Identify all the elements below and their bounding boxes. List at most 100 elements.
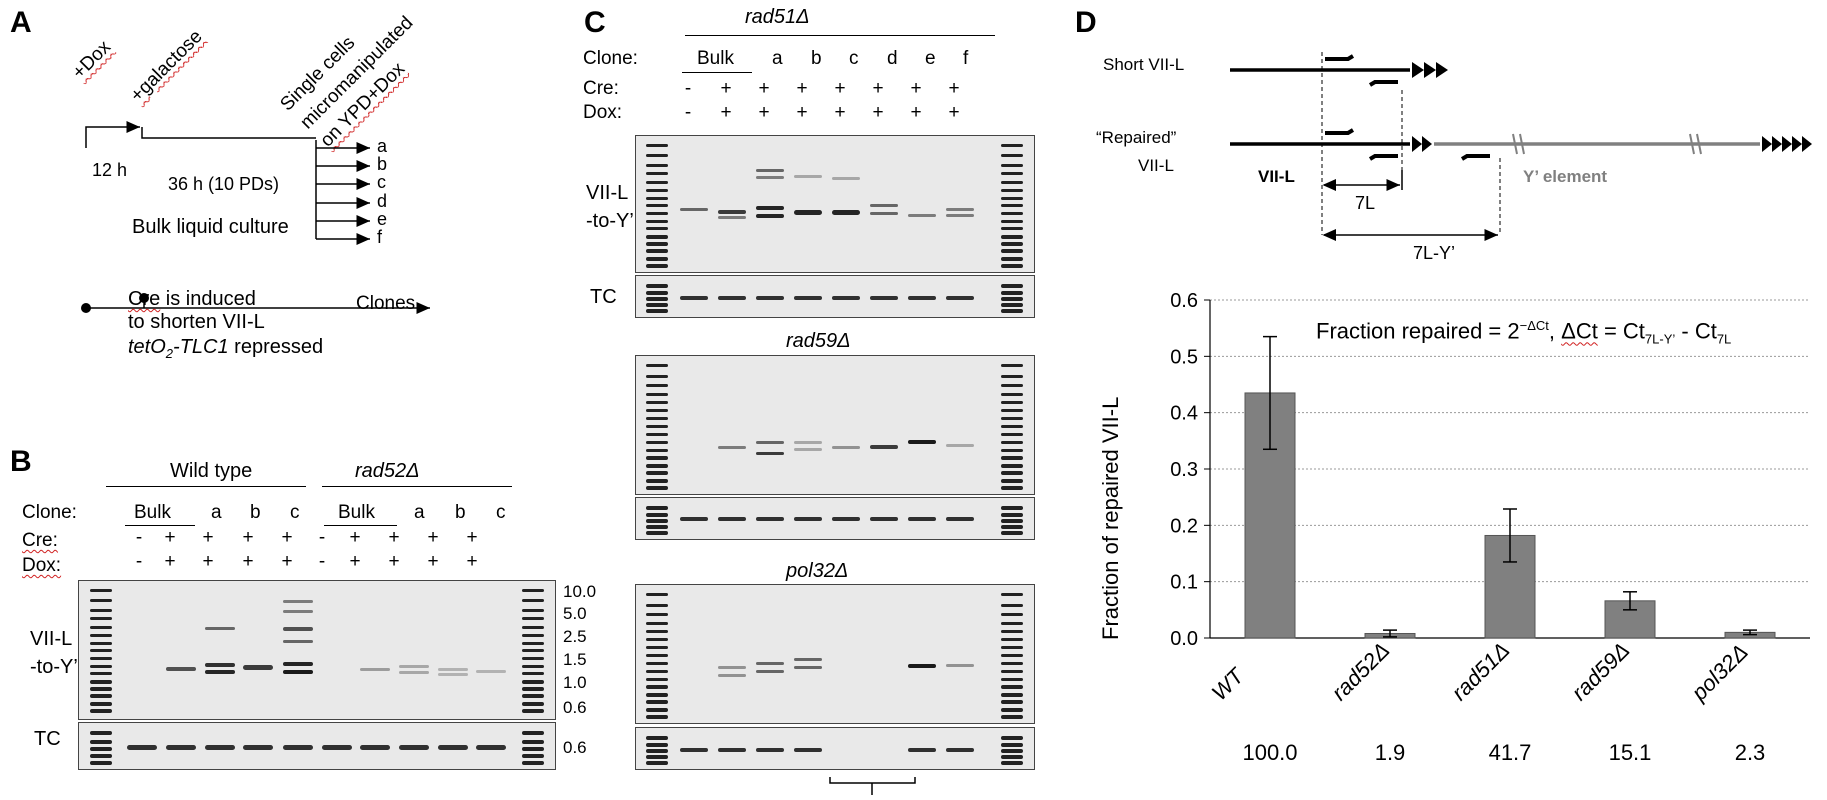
c-cre-cell: -	[684, 78, 692, 99]
ladder-band	[90, 617, 112, 621]
ladder-band	[1001, 593, 1023, 596]
gel-band	[680, 517, 708, 521]
clone-f: f	[377, 227, 383, 247]
ladder-band	[646, 309, 668, 313]
b-dox-cell: +	[466, 551, 478, 572]
missing-lanes-bracket	[829, 777, 916, 795]
ladder-band	[646, 761, 668, 765]
rad51-main-gel	[635, 135, 1035, 273]
ladder-band	[646, 630, 668, 634]
c-dox-row-label: Dox:	[583, 102, 623, 123]
ladder-band	[522, 664, 544, 668]
ladder-band	[1001, 621, 1023, 625]
clones-label: Clones	[356, 293, 416, 314]
ladder-band	[90, 625, 112, 629]
ladder-band	[522, 599, 544, 603]
ladder-band	[1001, 154, 1023, 158]
b-clone-a2: a	[414, 502, 425, 523]
ladder-band	[1001, 519, 1023, 524]
y-tick-label: 0.3	[1170, 459, 1198, 481]
ladder-band	[646, 621, 668, 625]
gel-band	[832, 446, 860, 449]
clone-row-label: Clone:	[22, 502, 77, 523]
rad52-header: rad52Δ	[355, 460, 420, 482]
gel-band	[718, 674, 746, 677]
wild-type-header: Wild type	[170, 460, 253, 482]
clone-a: a	[377, 136, 388, 156]
gel-band	[870, 517, 898, 521]
ladder-band	[1001, 172, 1023, 176]
ladder-band	[1001, 670, 1023, 674]
ladder-band	[1001, 638, 1023, 642]
ladder-band	[90, 649, 112, 653]
c-cre-cell: +	[948, 78, 960, 99]
tet-repressed-label: tetO2-TLC1 repressed	[128, 336, 324, 361]
b-clone-a: a	[211, 502, 222, 523]
gel-band	[946, 748, 974, 752]
ladder-band	[1001, 303, 1023, 308]
clone-c: c	[377, 172, 386, 192]
ladder-band	[1001, 456, 1023, 461]
gel-band	[718, 210, 746, 214]
ladder-band	[522, 633, 544, 637]
b-clone-c: c	[290, 502, 300, 523]
dox-row-label: Dox:	[22, 555, 62, 576]
time-36h: 36 h (10 PDs)	[168, 174, 280, 194]
ladder-band	[522, 657, 544, 661]
ladder-band	[1001, 284, 1023, 288]
ladder-band	[1001, 392, 1023, 396]
b-clone-b2: b	[455, 502, 466, 523]
ladder-band	[1001, 204, 1023, 208]
gel-band	[908, 214, 936, 217]
ladder-band	[1001, 249, 1023, 254]
c-dox-cell: +	[872, 102, 884, 123]
c-cre-row-label: Cre:	[583, 78, 619, 99]
gel-band	[243, 745, 273, 750]
gel-band	[946, 664, 974, 667]
ladder-band	[1001, 256, 1023, 261]
ladder-band	[1001, 630, 1023, 634]
ladder-band	[1001, 441, 1023, 445]
ladder-band	[646, 646, 668, 650]
ladder-band	[646, 409, 668, 413]
ladder-band	[90, 657, 112, 661]
ladder-band	[90, 679, 112, 684]
gel-band	[127, 745, 157, 750]
ladder-band	[1001, 654, 1023, 658]
ladder-band	[1001, 736, 1023, 740]
ladder-band	[90, 694, 112, 699]
rad52-underline	[322, 486, 512, 487]
ladder-band	[522, 608, 544, 612]
clone-d: d	[377, 191, 388, 211]
ladder-band	[1001, 471, 1023, 476]
gel-band	[832, 177, 860, 180]
ladder-band	[646, 715, 668, 719]
y-tick-label: 0.6	[1170, 290, 1198, 312]
ladder-band	[1001, 478, 1023, 483]
ladder-band	[646, 374, 668, 378]
size-marker-5: 5.0	[563, 604, 587, 623]
gel-band	[438, 668, 468, 671]
c-to-y-label: -to-Y’	[586, 210, 634, 232]
c-dox-cell: +	[834, 102, 846, 123]
label-7l: 7L	[1355, 193, 1376, 213]
c-clone-cell: d	[887, 48, 898, 69]
ladder-band	[1001, 749, 1023, 754]
ladder-band	[646, 612, 668, 616]
ladder-band	[646, 383, 668, 387]
gel-band	[870, 445, 898, 449]
gel-band	[718, 666, 746, 669]
percentage-2: 41.7	[1488, 740, 1532, 765]
gel-band	[283, 600, 313, 603]
c-clone-cell: e	[925, 48, 936, 69]
short-vii-l-label: Short VII-L	[1103, 55, 1185, 74]
c-clone-cell: Bulk	[697, 48, 734, 69]
c-cre-cell: +	[720, 78, 732, 99]
ladder-band	[646, 531, 668, 535]
b-vii-l-label: VII-L	[30, 628, 73, 650]
ladder-band	[646, 196, 668, 200]
gel-band	[322, 745, 352, 750]
repaired-label: “Repaired”	[1096, 128, 1177, 147]
gel-band	[946, 214, 974, 217]
ladder-band	[646, 743, 668, 748]
